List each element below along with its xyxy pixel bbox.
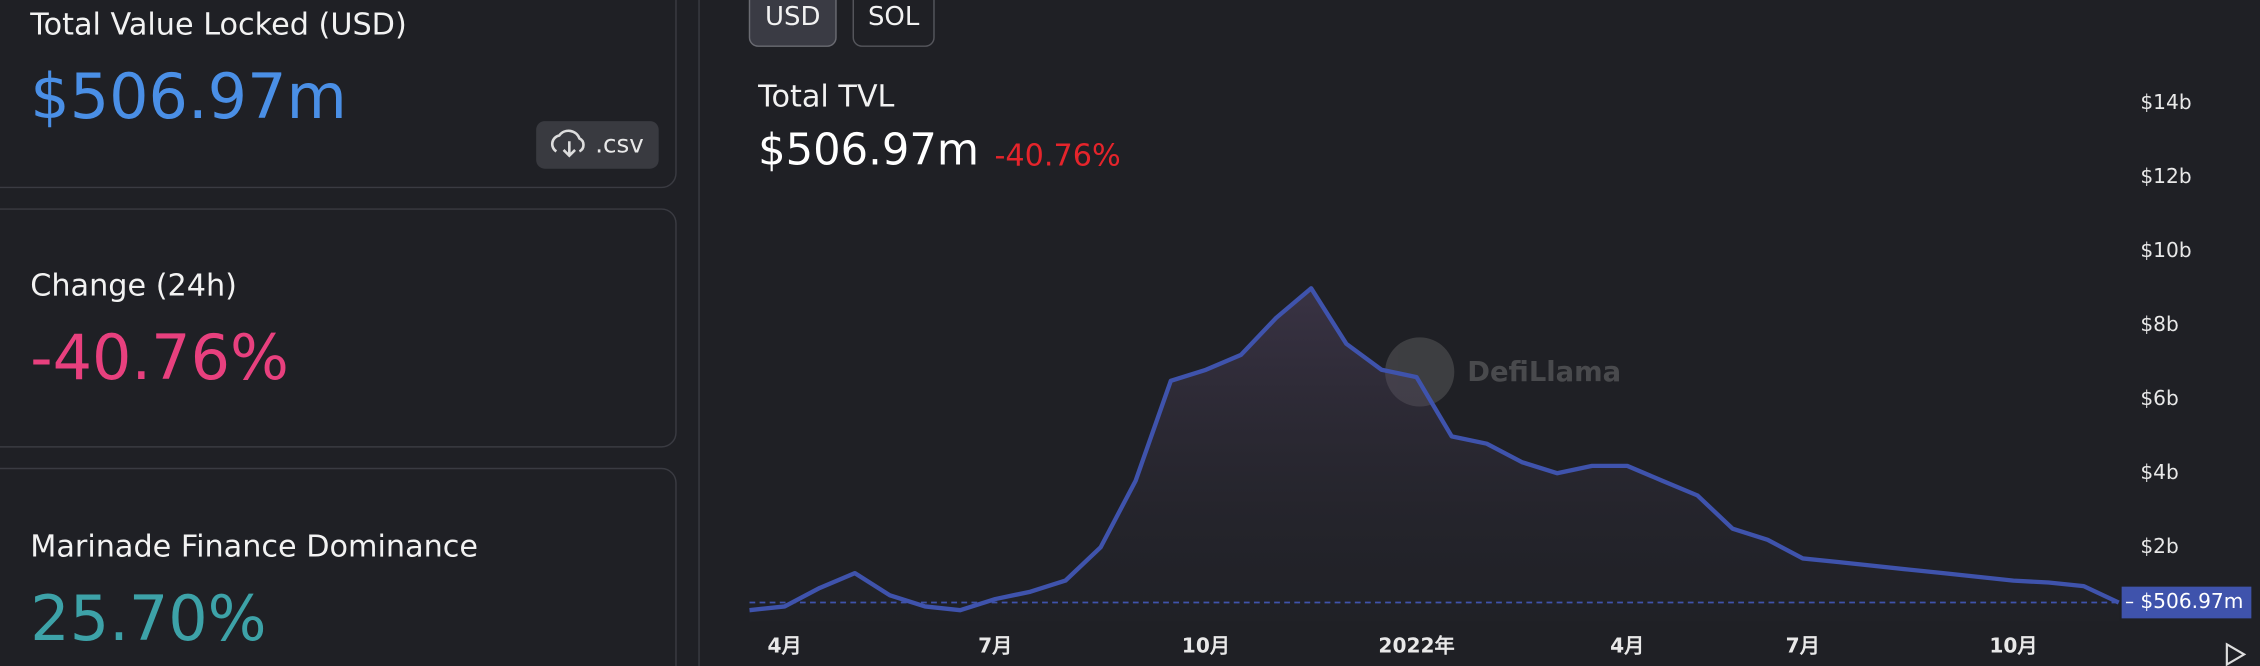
download-icon [550,129,585,158]
x-tick-label: 7月 [978,634,1012,658]
y-tick-label: $14b [2140,90,2191,114]
x-tick-label: 7月 [1786,634,1820,658]
y-tick-label: $4b [2140,460,2178,484]
y-tick-label: $12b [2140,164,2191,188]
card-label: Change (24h) [30,268,237,303]
current-value-badge [2121,586,2252,619]
y-tick-label: $8b [2140,312,2178,336]
button-bg [536,121,659,169]
toggle-bg [748,0,837,47]
card-value: 25.70% [30,582,266,655]
card-label: Total Value Locked (USD) [29,7,407,42]
card-value: $506.97m [30,60,347,133]
toggle[interactable]: USD [748,0,837,47]
card [0,467,677,666]
y-tick-label: $10b [2140,238,2191,262]
card-value: -40.76% [30,321,289,394]
x-tick-label: 4月 [768,634,802,658]
area-fill [749,288,2119,622]
chart-title: Total TVL [757,80,894,115]
headline-change: -40.76% [995,139,1121,174]
line [749,286,2120,613]
card-label: Marinade Finance Dominance [30,529,478,564]
toggle[interactable]: SOL [852,0,935,47]
y-tick-label: $2b [2140,534,2178,558]
button-label: .csv [595,130,644,159]
toggle-bg [852,0,935,47]
x-tick-label: 4月 [1610,634,1644,658]
x-tick-label: 2022年 [1378,634,1454,658]
csv-button[interactable]: .csv [536,121,659,169]
watermark-text: DefiLlama [1467,357,1621,388]
card [0,208,677,448]
card [0,0,677,189]
toggle-label: USD [765,2,820,32]
current-value-label: $506.97m [2140,589,2243,613]
x-tick-label: 10月 [1182,634,1230,658]
toggle-label: SOL [868,2,920,32]
headline-value: $506.97m [758,125,979,175]
play-icon[interactable] [2225,642,2247,666]
y-tick-label: $6b [2140,386,2178,410]
x-tick-label: 10月 [1989,634,2037,658]
